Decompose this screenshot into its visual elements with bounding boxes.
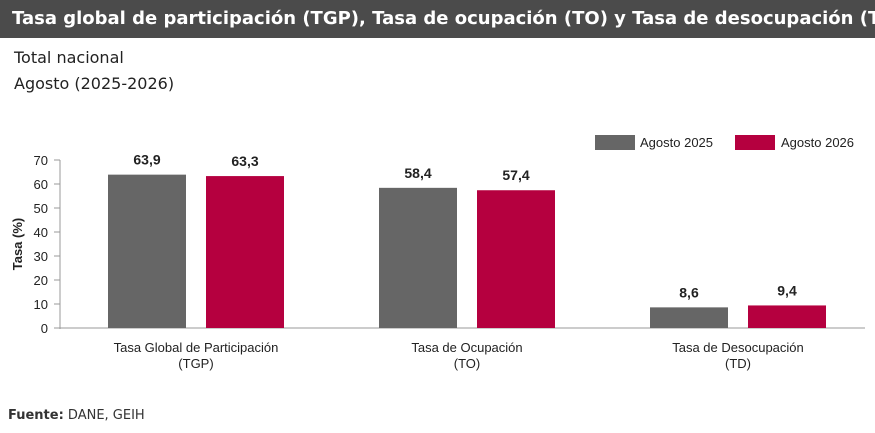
x-tick-label: Tasa Global de Participación — [114, 340, 279, 355]
x-tick-label: (TGP) — [178, 356, 213, 371]
y-ticks: 0 10 20 30 40 50 60 70 — [34, 153, 60, 336]
bar — [379, 187, 457, 328]
bars — [108, 174, 826, 328]
x-tick-label: Tasa de Ocupación — [411, 340, 522, 355]
bar — [206, 176, 284, 328]
bar-value-label: 8,6 — [679, 284, 699, 300]
source-note: Fuente: DANE, GEIH — [8, 408, 145, 423]
bar-chart: Tasa (%) 0 10 20 30 40 50 60 70 63,9 63,3 58,4 57,… — [10, 135, 865, 371]
y-tick-label: 30 — [34, 249, 48, 264]
legend-label: Agosto 2025 — [640, 135, 713, 150]
bar-value-label: 9,4 — [777, 282, 797, 298]
x-tick-label: (TD) — [725, 356, 751, 371]
y-tick-label: 40 — [34, 225, 48, 240]
chart-subtitle-period: Agosto (2025-2026) — [14, 74, 175, 93]
chart-title: Tasa global de participación (TGP), Tasa… — [0, 0, 875, 38]
bar — [477, 190, 555, 328]
bar — [650, 307, 728, 328]
legend-swatch — [595, 135, 635, 150]
bar-value-label: 58,4 — [404, 165, 431, 181]
y-tick-label: 70 — [34, 153, 48, 168]
legend-swatch — [735, 135, 775, 150]
y-axis-label: Tasa (%) — [10, 218, 25, 271]
category-labels: Tasa Global de Participación(TGP) Tasa de… — [114, 340, 804, 371]
chart-subtitle-region: Total nacional — [14, 48, 124, 67]
source-value: DANE, GEIH — [63, 408, 145, 423]
x-tick-label: (TO) — [454, 356, 480, 371]
value-labels: 63,9 63,3 58,4 57,4 8,6 9,4 — [133, 152, 797, 301]
y-tick-label: 0 — [41, 321, 48, 336]
y-tick-label: 50 — [34, 201, 48, 216]
bar — [108, 174, 186, 328]
y-tick-label: 10 — [34, 297, 48, 312]
source-label: Fuente: — [8, 408, 64, 423]
x-tick-label: Tasa de Desocupación — [672, 340, 804, 355]
bar-value-label: 63,9 — [133, 152, 160, 168]
legend: Agosto 2025 Agosto 2026 — [595, 135, 854, 150]
legend-label: Agosto 2026 — [781, 135, 854, 150]
bar — [748, 305, 826, 328]
bar-value-label: 57,4 — [502, 167, 529, 183]
bar-value-label: 63,3 — [231, 153, 258, 169]
y-tick-label: 20 — [34, 273, 48, 288]
y-tick-label: 60 — [34, 177, 48, 192]
